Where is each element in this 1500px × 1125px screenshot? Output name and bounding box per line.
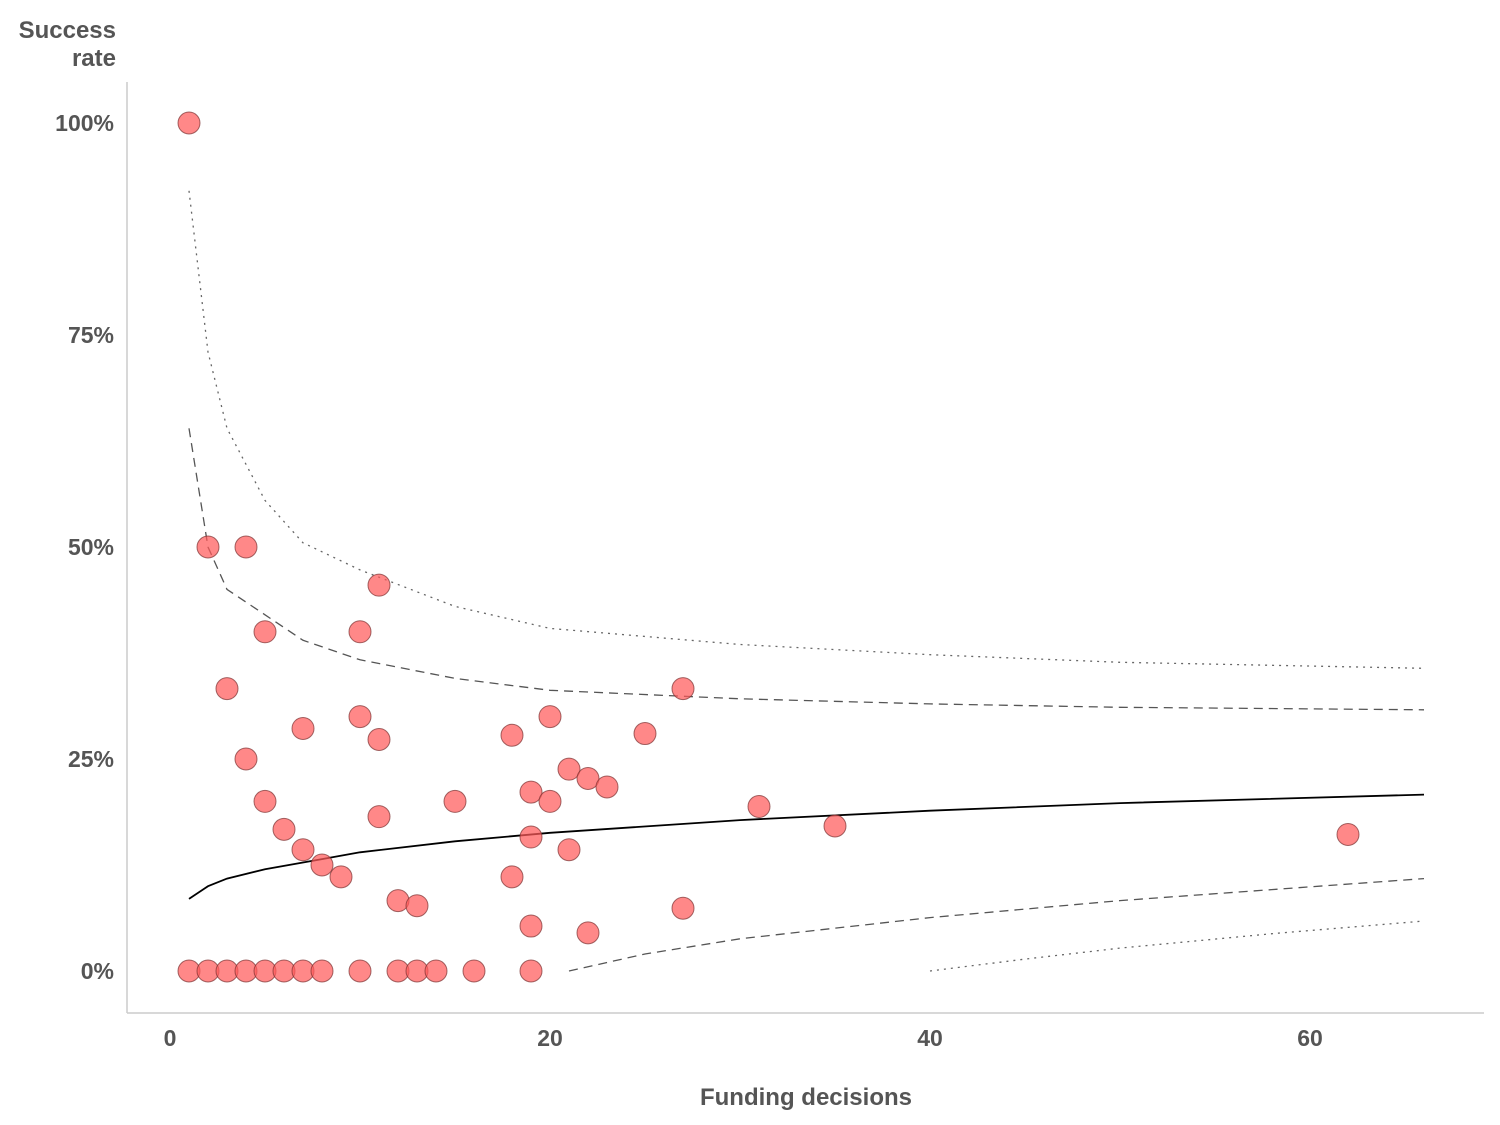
data-point: [519, 825, 543, 849]
data-point: [671, 896, 695, 920]
data-point: [348, 620, 372, 644]
data-point: [1336, 822, 1360, 846]
data-point: [310, 959, 334, 983]
data-point: [291, 838, 315, 862]
data-point: [253, 620, 277, 644]
data-point: [291, 716, 315, 740]
data-point: [633, 722, 657, 746]
y-tick-label: 0%: [81, 958, 114, 984]
data-point: [462, 959, 486, 983]
data-point: [348, 705, 372, 729]
dotted-control-limit-line: [188, 190, 1425, 669]
x-tick-label: 40: [917, 1025, 943, 1051]
data-point: [329, 865, 353, 889]
data-point: [215, 677, 239, 701]
data-point: [424, 959, 448, 983]
data-point: [272, 817, 296, 841]
data-point: [405, 894, 429, 918]
mean-trend-line: [188, 793, 1425, 900]
y-tick-label: 100%: [55, 110, 114, 136]
data-point: [443, 789, 467, 813]
data-point: [557, 838, 581, 862]
data-point: [576, 767, 600, 791]
y-axis-title-line1: Success: [19, 17, 116, 44]
data-point: [500, 865, 524, 889]
data-point: [519, 914, 543, 938]
y-axis-title-line2: rate: [72, 45, 116, 72]
data-point: [576, 921, 600, 945]
dashed-control-limit-line: [568, 877, 1425, 972]
data-point: [310, 853, 334, 877]
data-point: [234, 747, 258, 771]
dashed-control-limit-line: [188, 428, 1425, 711]
data-point: [348, 959, 372, 983]
data-point: [234, 535, 258, 559]
data-point: [253, 789, 277, 813]
y-tick-label: 75%: [68, 322, 114, 348]
data-point: [747, 794, 771, 818]
x-tick-label: 0: [164, 1025, 177, 1051]
data-point: [671, 677, 695, 701]
dotted-control-limit-line: [929, 920, 1425, 972]
y-tick-label: 50%: [68, 534, 114, 560]
data-point: [386, 889, 410, 913]
data-point: [367, 727, 391, 751]
data-point: [823, 814, 847, 838]
data-point: [519, 780, 543, 804]
data-point: [595, 775, 619, 799]
data-point: [538, 705, 562, 729]
x-axis-title: Funding decisions: [700, 1084, 912, 1111]
data-point: [367, 805, 391, 829]
data-point: [367, 573, 391, 597]
data-point: [500, 723, 524, 747]
x-tick-label: 20: [537, 1025, 563, 1051]
axes: [126, 82, 1484, 1014]
x-tick-label: 60: [1297, 1025, 1323, 1051]
data-point: [538, 789, 562, 813]
data-point: [196, 535, 220, 559]
y-tick-label: 25%: [68, 746, 114, 772]
data-point: [177, 111, 201, 135]
data-point: [557, 757, 581, 781]
data-point: [519, 959, 543, 983]
